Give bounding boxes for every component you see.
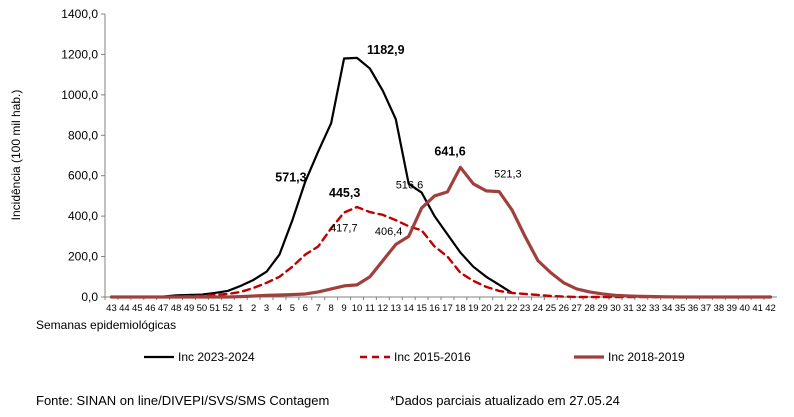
x-tick-label: 21: [494, 303, 505, 314]
x-tick-label: 9: [341, 303, 346, 314]
x-tick-label: 44: [119, 303, 130, 314]
x-tick-label: 6: [303, 303, 308, 314]
x-tick-label: 40: [739, 303, 750, 314]
x-tick-label: 33: [649, 303, 660, 314]
y-tick-label: 1200,0: [61, 47, 98, 61]
x-tick-label: 35: [675, 303, 686, 314]
x-tick-label: 24: [533, 303, 544, 314]
y-tick-label: 200,0: [68, 250, 98, 264]
series-lines: [109, 56, 773, 299]
x-tick-label: 30: [610, 303, 621, 314]
series-line-1: [110, 56, 514, 299]
x-tick-label: 47: [158, 303, 169, 314]
data-label: 445,3: [329, 186, 360, 200]
x-tick-label: 8: [329, 303, 334, 314]
x-tick-label: 23: [520, 303, 531, 314]
y-tick-label: 1000,0: [61, 88, 98, 102]
data-label: 571,3: [275, 171, 306, 185]
series-line-3: [109, 165, 773, 299]
y-tick-label: 400,0: [68, 209, 98, 223]
x-tick-label: 36: [688, 303, 699, 314]
x-tick-label: 52: [222, 303, 233, 314]
x-tick-label: 38: [714, 303, 725, 314]
x-tick-label: 34: [662, 303, 673, 314]
x-tick-label: 11: [365, 303, 375, 314]
x-tick-label: 42: [765, 303, 776, 314]
x-tick-label: 20: [481, 303, 492, 314]
x-tick-label: 25: [546, 303, 557, 314]
x-tick-label: 51: [210, 303, 221, 314]
series-line-2: [110, 205, 772, 299]
x-tick-label: 12: [378, 303, 389, 314]
x-tick-label: 10: [352, 303, 363, 314]
y-tick-label: 1400,0: [61, 7, 98, 21]
footer-note: *Dados parciais atualizado em 27.05.24: [390, 393, 620, 408]
x-tick-label: 7: [316, 303, 321, 314]
y-tick-label: 0,0: [81, 290, 98, 304]
x-tick-label: 50: [197, 303, 208, 314]
x-tick-label: 26: [558, 303, 569, 314]
x-tick-label: 48: [171, 303, 182, 314]
x-tick-label: 31: [623, 303, 634, 314]
x-tick-label: 46: [145, 303, 156, 314]
x-tick-label: 29: [597, 303, 608, 314]
x-tick-label: 3: [264, 303, 269, 314]
x-tick-label: 14: [403, 303, 414, 314]
x-tick-label: 19: [468, 303, 479, 314]
y-axis-label: Incidência (100 mil hab.): [9, 90, 23, 221]
x-tick-label: 27: [571, 303, 582, 314]
y-ticks: 0,0 200,0 400,0 600,0 800,0 1000,0 1200,0 1400,…: [61, 7, 105, 304]
legend-label-1: Inc 2023-2024: [178, 350, 255, 364]
x-tick-label: 32: [636, 303, 647, 314]
x-tick-label: 22: [507, 303, 518, 314]
x-tick-label: 13: [390, 303, 401, 314]
x-tick-label: 45: [132, 303, 143, 314]
data-label: 1182,9: [367, 43, 405, 57]
x-tick-label: 1: [238, 303, 243, 314]
x-tick-label: 43: [106, 303, 117, 314]
x-tick-label: 5: [290, 303, 295, 314]
x-tick-label: 28: [584, 303, 595, 314]
legend: Inc 2023-2024 Inc 2015-2016 Inc 2018-2019: [144, 350, 685, 364]
legend-label-2: Inc 2015-2016: [394, 350, 471, 364]
data-label: 641,6: [434, 144, 465, 158]
x-axis-label: Semanas epidemiológicas: [36, 318, 176, 332]
x-ticks: 43 44 45 46 47 48 49 50 51 52 1 2 3 4 5 6 7 8 9 10 11 12 13 14 1…: [104, 297, 776, 314]
data-label: 417,7: [330, 223, 358, 235]
legend-label-3: Inc 2018-2019: [608, 350, 685, 364]
x-tick-label: 49: [184, 303, 195, 314]
y-tick-label: 800,0: [68, 128, 98, 142]
x-tick-label: 39: [726, 303, 737, 314]
data-label: 516,6: [396, 180, 424, 192]
x-tick-label: 37: [701, 303, 712, 314]
data-label: 406,4: [375, 226, 403, 238]
x-tick-label: 4: [277, 303, 282, 314]
x-tick-label: 15: [416, 303, 427, 314]
y-axis-title: Incidência (100 mil hab.): [9, 90, 23, 221]
x-tick-label: 18: [455, 303, 466, 314]
data-label: 521,3: [494, 169, 522, 181]
footer-source: Fonte: SINAN on line/DIVEPI/SVS/SMS Cont…: [36, 393, 330, 408]
x-tick-label: 2: [251, 303, 256, 314]
annotations: 1182,9 571,3 445,3 417,7 406,4 516,6 641,6 521,…: [275, 43, 521, 238]
y-tick-label: 600,0: [68, 169, 98, 183]
x-tick-label: 16: [429, 303, 440, 314]
x-tick-label: 17: [442, 303, 453, 314]
x-tick-label: 41: [752, 303, 763, 314]
